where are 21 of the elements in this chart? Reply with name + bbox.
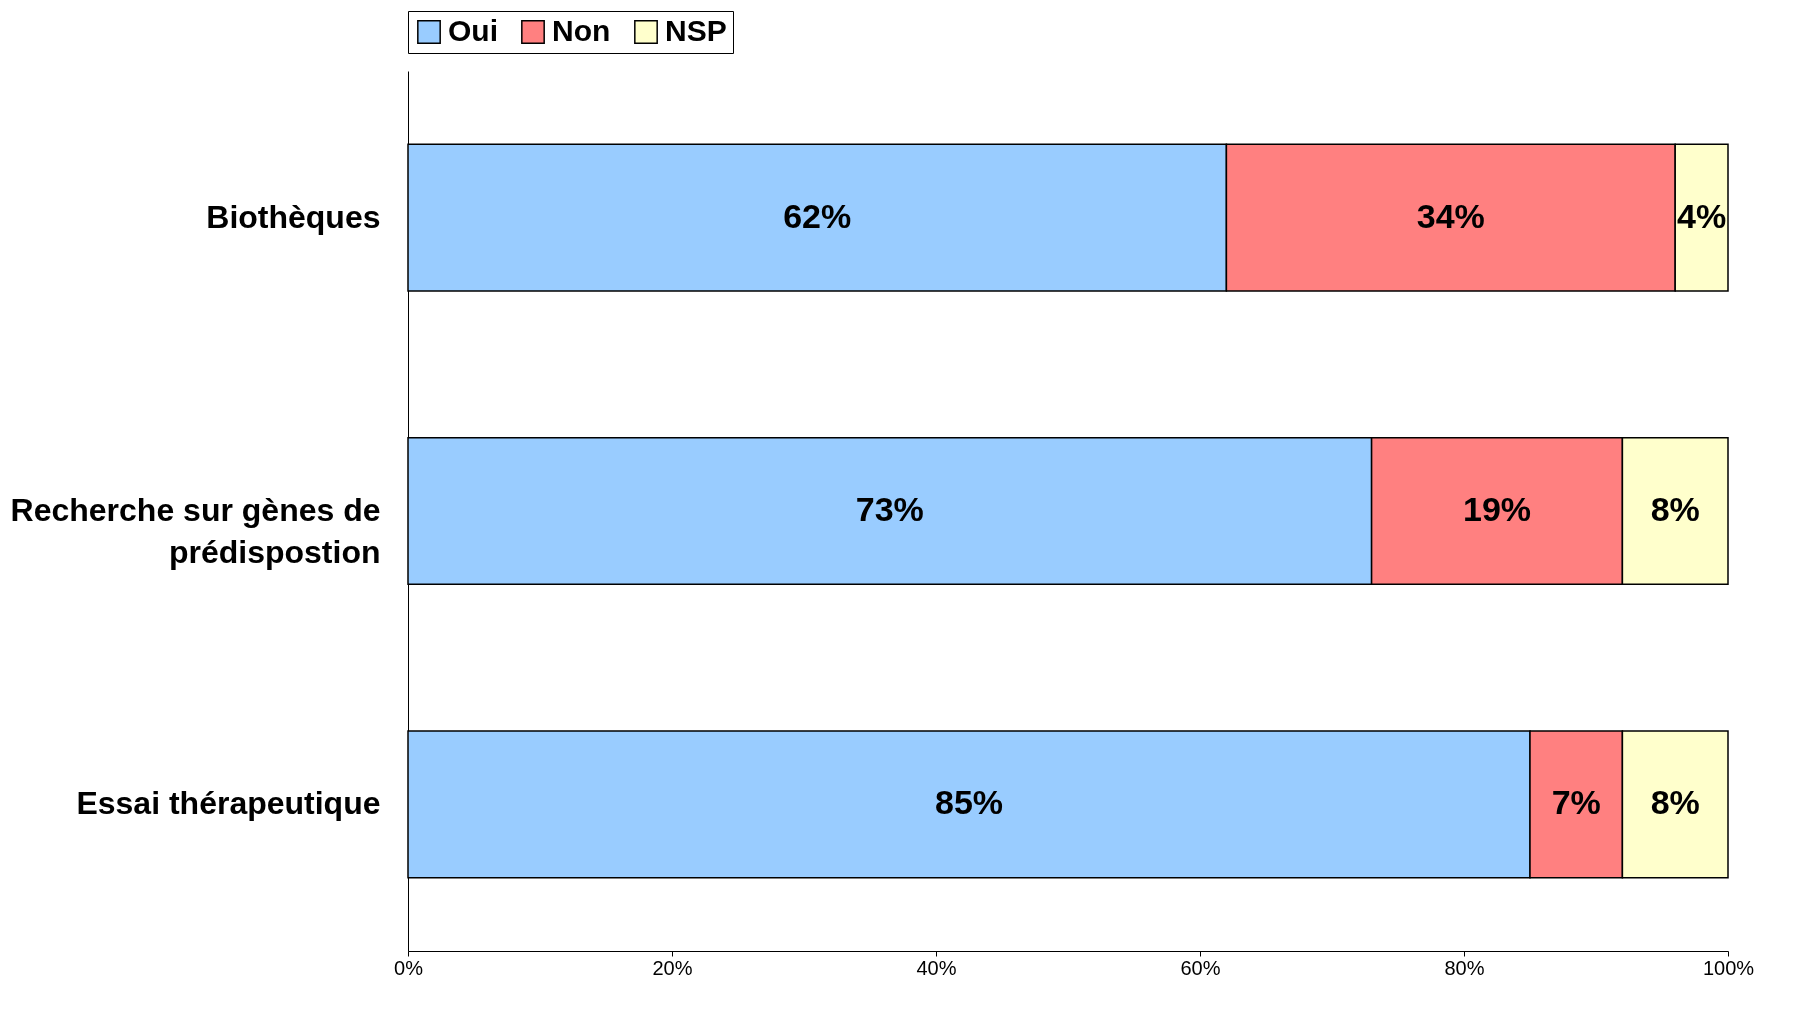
y-tick-label: Essai thérapeutique — [76, 785, 381, 822]
text: 7% — [1551, 783, 1601, 822]
text: 8% — [1650, 490, 1700, 528]
legend-label: Non — [552, 14, 611, 47]
x-tick-label: 60% — [1180, 956, 1221, 979]
x-tick-label: 80% — [1444, 956, 1485, 979]
x-tick-label: 20% — [652, 956, 693, 979]
text: 19% — [1462, 490, 1532, 528]
legend-label: Oui — [448, 14, 498, 47]
x-tick-label: 0% — [394, 956, 424, 979]
text: 62% — [783, 196, 852, 235]
x-tick-label: 40% — [916, 956, 957, 979]
text: 34% — [1416, 196, 1485, 235]
text: 85% — [934, 783, 1004, 822]
text: 8% — [1650, 783, 1700, 822]
y-tick-label: Recherche sur gènes de prédispostion — [10, 492, 381, 570]
legend-label: NSP — [665, 14, 727, 47]
text: 73% — [855, 490, 924, 528]
text: 4% — [1677, 196, 1727, 235]
y-tick-label: Biothèques — [206, 198, 381, 235]
x-tick-label: 100% — [1702, 956, 1755, 979]
